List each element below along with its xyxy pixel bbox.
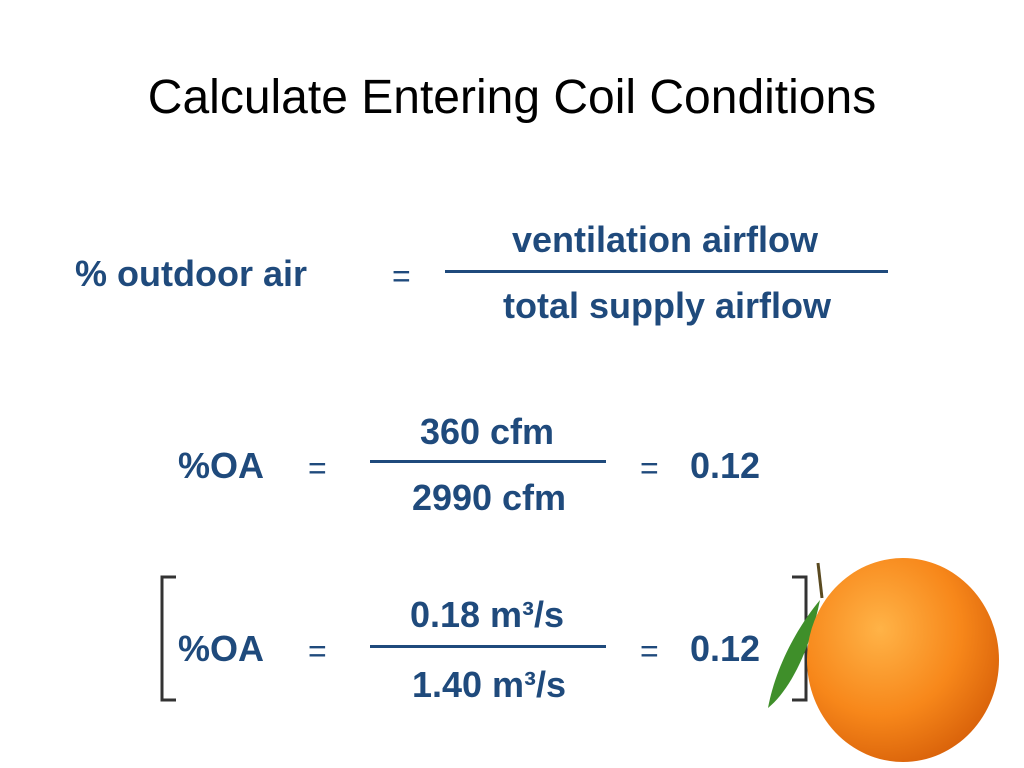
leaf xyxy=(768,600,820,708)
lhs: % outdoor air xyxy=(75,253,307,294)
lhs: %OA xyxy=(178,445,265,486)
result-equals: = xyxy=(640,633,659,669)
numerator: 360 cfm xyxy=(419,411,555,452)
left-bracket xyxy=(160,575,176,702)
result-equals: = xyxy=(640,450,659,486)
equals: = xyxy=(308,633,327,669)
numerator: ventilation airflow xyxy=(511,219,819,260)
stem xyxy=(816,562,824,599)
fraction-bar xyxy=(445,270,888,273)
denominator: 2990 cfm xyxy=(411,477,567,518)
result: 0.12 xyxy=(690,628,761,669)
lhs: %OA xyxy=(178,628,265,669)
equals: = xyxy=(308,450,327,486)
fraction-bar xyxy=(370,645,606,648)
fraction-bar xyxy=(370,460,606,463)
equals: = xyxy=(392,258,411,294)
orange xyxy=(807,558,999,762)
numerator: 0.18 m³/s xyxy=(409,594,565,635)
denominator: total supply airflow xyxy=(502,285,832,326)
slide-title: Calculate Entering Coil Conditions xyxy=(147,71,877,124)
denominator: 1.40 m³/s xyxy=(411,664,567,705)
result: 0.12 xyxy=(690,445,761,486)
